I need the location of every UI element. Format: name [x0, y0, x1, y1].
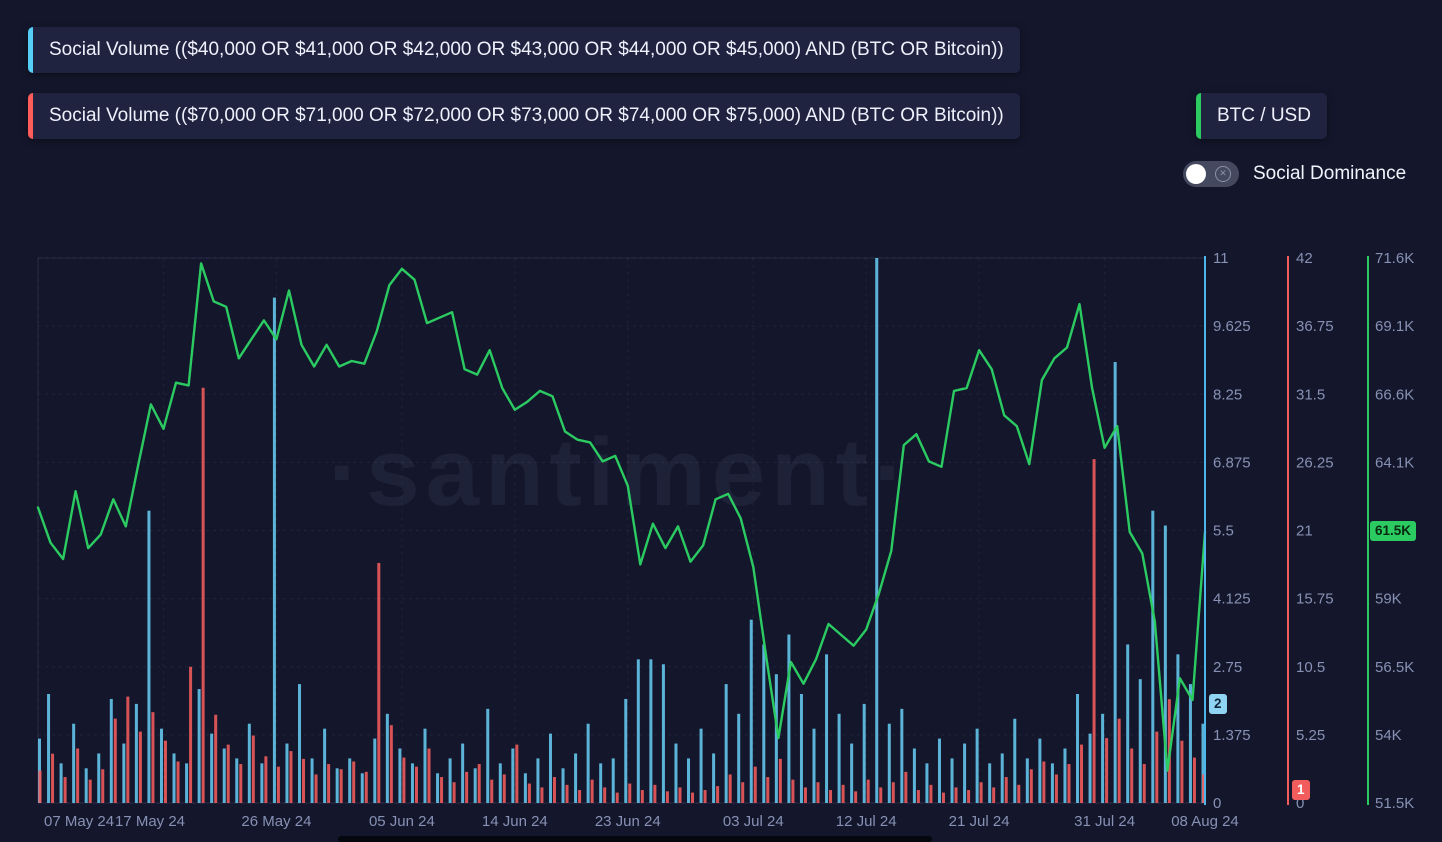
toggle-knob	[1186, 164, 1206, 184]
svg-text:71.6K: 71.6K	[1375, 250, 1414, 267]
svg-text:2.75: 2.75	[1213, 659, 1242, 676]
svg-text:21 Jul 24: 21 Jul 24	[949, 813, 1010, 830]
legend-label-btc-usd: BTC / USD	[1217, 105, 1311, 126]
social-dominance-toggle[interactable]: ✕	[1183, 161, 1239, 187]
social-dominance-control: ✕ Social Dominance	[1183, 161, 1406, 187]
legend-color-blue	[28, 27, 33, 73]
svg-text:10.5: 10.5	[1296, 659, 1325, 676]
svg-text:51.5K: 51.5K	[1375, 795, 1414, 812]
svg-text:08 Aug 24: 08 Aug 24	[1171, 813, 1239, 830]
svg-text:31.5: 31.5	[1296, 386, 1325, 403]
svg-text:17 May 24: 17 May 24	[115, 813, 185, 830]
toggle-close-icon[interactable]: ✕	[1215, 166, 1231, 182]
legend-chip-social-volume-70k[interactable]: Social Volume (($70,000 OR $71,000 OR $7…	[28, 93, 1020, 139]
svg-text:8.25: 8.25	[1213, 386, 1242, 403]
svg-text:12 Jul 24: 12 Jul 24	[836, 813, 897, 830]
svg-text:21: 21	[1296, 523, 1313, 540]
svg-text:0: 0	[1296, 795, 1304, 812]
svg-text:23 Jun 24: 23 Jun 24	[595, 813, 661, 830]
svg-text:66.6K: 66.6K	[1375, 386, 1414, 403]
svg-text:07 May 24: 07 May 24	[44, 813, 114, 830]
svg-text:14 Jun 24: 14 Jun 24	[482, 813, 548, 830]
svg-text:26 May 24: 26 May 24	[241, 813, 311, 830]
svg-text:69.1K: 69.1K	[1375, 318, 1414, 335]
svg-text:26.25: 26.25	[1296, 454, 1334, 471]
legend-label-social-volume-70k: Social Volume (($70,000 OR $71,000 OR $7…	[49, 105, 1004, 126]
svg-text:9.625: 9.625	[1213, 318, 1251, 335]
legend-chip-social-volume-40k[interactable]: Social Volume (($40,000 OR $41,000 OR $4…	[28, 27, 1020, 73]
bottom-scrollbar[interactable]	[338, 836, 932, 842]
svg-text:36.75: 36.75	[1296, 318, 1334, 335]
svg-text:03 Jul 24: 03 Jul 24	[723, 813, 784, 830]
legend-color-red	[28, 93, 33, 139]
svg-text:54K: 54K	[1375, 727, 1402, 744]
svg-text:1.375: 1.375	[1213, 727, 1251, 744]
svg-text:15.75: 15.75	[1296, 591, 1334, 608]
svg-text:0: 0	[1213, 795, 1221, 812]
svg-text:6.875: 6.875	[1213, 454, 1251, 471]
svg-text:31 Jul 24: 31 Jul 24	[1074, 813, 1135, 830]
social-dominance-label: Social Dominance	[1253, 163, 1407, 184]
legend-chip-btc-usd[interactable]: BTC / USD	[1196, 93, 1327, 139]
red-current-value-badge: 1	[1292, 780, 1310, 800]
svg-text:5.5: 5.5	[1213, 523, 1234, 540]
svg-text:11: 11	[1213, 250, 1229, 267]
santiment-watermark: ·santiment·	[328, 419, 912, 526]
svg-text:56.5K: 56.5K	[1375, 659, 1414, 676]
svg-text:42: 42	[1296, 250, 1313, 267]
svg-text:5.25: 5.25	[1296, 727, 1325, 744]
svg-text:4.125: 4.125	[1213, 591, 1251, 608]
svg-text:64.1K: 64.1K	[1375, 454, 1414, 471]
legend-color-green	[1196, 93, 1201, 139]
legend-label-social-volume-40k: Social Volume (($40,000 OR $41,000 OR $4…	[49, 39, 1004, 60]
green-current-value-badge: 61.5K	[1370, 521, 1417, 541]
svg-text:05 Jun 24: 05 Jun 24	[369, 813, 435, 830]
blue-current-value-badge: 2	[1209, 694, 1227, 714]
svg-text:59K: 59K	[1375, 591, 1402, 608]
